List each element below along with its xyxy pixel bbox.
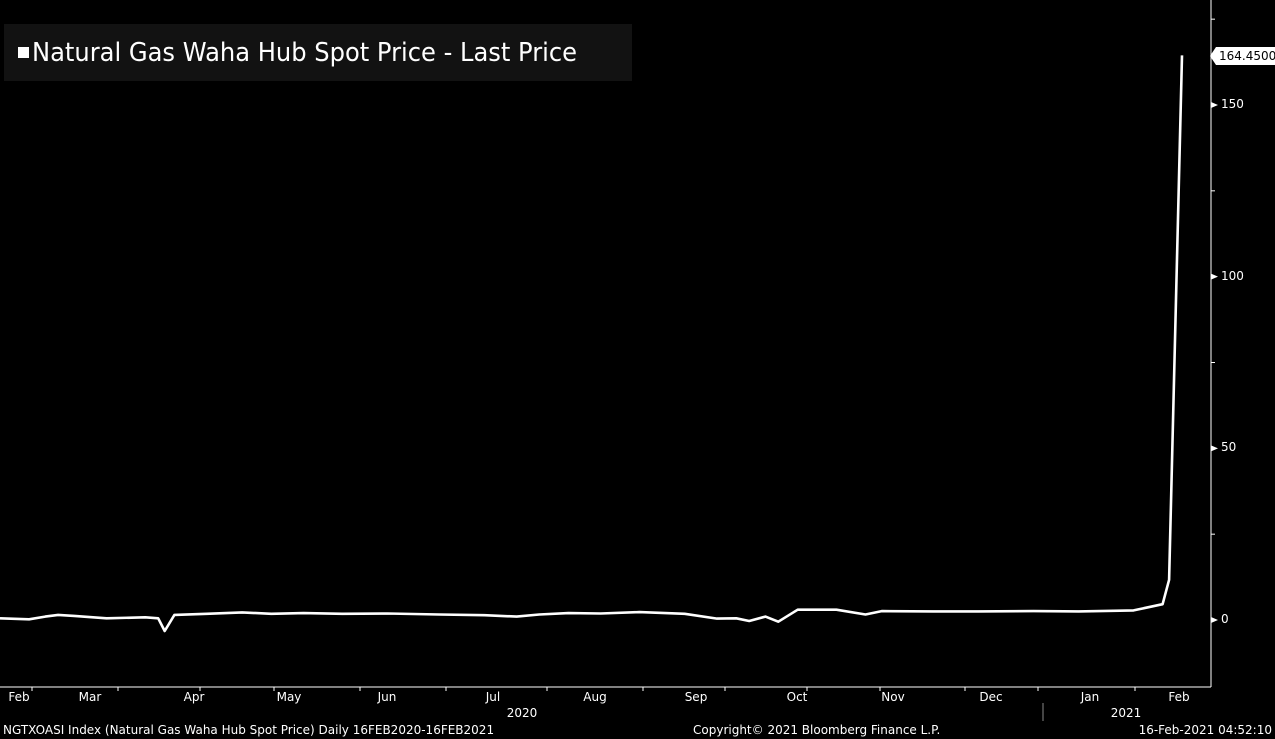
price-series-line xyxy=(0,55,1184,633)
legend: Natural Gas Waha Hub Spot Price - Last P… xyxy=(4,24,632,81)
x-year-label: 2021 xyxy=(1110,706,1142,720)
y-major-tick xyxy=(1211,273,1218,280)
legend-swatch-icon xyxy=(18,47,29,58)
x-tick-label: Mar xyxy=(78,690,102,704)
y-tick-label: 100 xyxy=(1221,268,1244,283)
y-major-tick xyxy=(1211,445,1218,452)
last-price-tag: 164.4500 xyxy=(1209,47,1275,65)
x-tick-label: May xyxy=(276,690,302,704)
y-major-tick xyxy=(1211,617,1218,623)
footer-security-info: NGTXOASI Index (Natural Gas Waha Hub Spo… xyxy=(3,723,495,737)
x-tick-label: Jan xyxy=(1080,690,1100,704)
x-axis-ticks xyxy=(31,687,1136,691)
x-tick-label: Feb xyxy=(8,690,30,704)
footer-timestamp: 16-Feb-2021 04:52:10 xyxy=(1138,723,1272,737)
x-tick-label: Oct xyxy=(786,690,808,704)
x-tick-label: Sep xyxy=(684,690,708,704)
x-tick-label: Nov xyxy=(881,690,905,704)
y-axis-ticks xyxy=(1211,18,1218,623)
y-tick-label: 150 xyxy=(1221,97,1244,111)
x-tick-label: Feb xyxy=(1168,690,1190,704)
x-tick-label: Jul xyxy=(485,690,501,704)
y-major-tick xyxy=(1211,102,1218,108)
footer-copyright: Copyright© 2021 Bloomberg Finance L.P. xyxy=(693,723,941,737)
x-year-label: 2020 xyxy=(506,706,538,720)
x-tick-label: Dec xyxy=(979,690,1003,704)
x-tick-label: Aug xyxy=(583,690,607,704)
legend-label: Natural Gas Waha Hub Spot Price - Last P… xyxy=(32,37,578,68)
y-tick-label: 50 xyxy=(1221,440,1237,455)
x-tick-label: Jun xyxy=(377,690,397,704)
x-tick-label: Apr xyxy=(183,690,205,704)
y-tick-label: 0 xyxy=(1221,612,1229,626)
